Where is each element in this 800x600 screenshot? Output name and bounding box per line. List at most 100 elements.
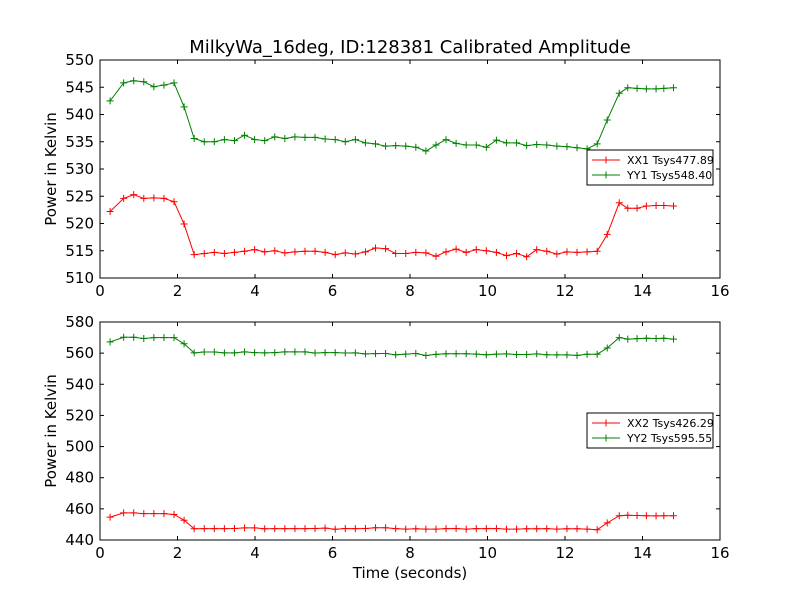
top-series-1-point bbox=[150, 83, 158, 91]
bottom-series-0-point bbox=[670, 512, 677, 520]
top-x-tick-label: 14 bbox=[633, 282, 652, 300]
bottom-series-0-point bbox=[220, 525, 228, 533]
bottom-series-1-point bbox=[573, 351, 581, 359]
top-series-0-point bbox=[150, 194, 158, 202]
top-series-1-point bbox=[472, 141, 480, 149]
bottom-series-1-point bbox=[241, 348, 249, 356]
top-series-0-point bbox=[533, 246, 541, 254]
top-series-0-point bbox=[210, 248, 218, 256]
bottom-legend: XX2 Tsys426.29 YY2 Tsys595.55 bbox=[586, 412, 714, 449]
top-series-1-point bbox=[180, 103, 188, 111]
top-y-tick-label: 525 bbox=[65, 187, 94, 205]
top-series-1-point bbox=[230, 137, 238, 145]
top-series-1-point bbox=[432, 141, 440, 149]
bottom-series-1-point bbox=[633, 335, 641, 343]
top-x-tick-label: 10 bbox=[478, 282, 497, 300]
bottom-series-1-point bbox=[150, 334, 158, 342]
bottom-series-0-point bbox=[563, 525, 571, 533]
top-series-1-point bbox=[251, 136, 259, 144]
top-series-1-point bbox=[190, 134, 198, 142]
top-series-1-point bbox=[200, 138, 208, 146]
top-series-1-point bbox=[563, 143, 571, 151]
top-series-0-point bbox=[543, 247, 551, 255]
bottom-series-0-point bbox=[553, 525, 561, 533]
top-series-0-point bbox=[523, 253, 531, 261]
bottom-series-1-point bbox=[271, 349, 279, 357]
bottom-series-0-point bbox=[372, 524, 380, 532]
top-series-1-point bbox=[220, 136, 228, 144]
bottom-series-0-point bbox=[472, 525, 480, 533]
bottom-series-0-point bbox=[106, 513, 114, 521]
bottom-plot: 0 2 4 6 8 10 12 14 16 440 460 480 500 520 540 560 580 XX2… bbox=[65, 313, 729, 562]
top-series-1-point bbox=[351, 136, 359, 144]
top-series-0-point bbox=[120, 194, 128, 202]
top-series-0-point bbox=[190, 251, 198, 259]
bottom-series-0-point bbox=[341, 524, 349, 532]
bottom-y-tick-label: 580 bbox=[65, 313, 94, 331]
top-series-1-point bbox=[513, 139, 521, 147]
bottom-series-0-point bbox=[160, 510, 168, 518]
top-series-1-point bbox=[106, 97, 114, 105]
bottom-series-0-point bbox=[392, 525, 400, 533]
bottom-series-1-point bbox=[402, 350, 410, 358]
bottom-series-0-point bbox=[130, 509, 138, 517]
top-series-0-point bbox=[462, 248, 470, 256]
top-series-1-point bbox=[543, 141, 551, 149]
bottom-y-tick-label: 460 bbox=[65, 500, 94, 518]
bottom-series-0-point bbox=[642, 512, 650, 520]
top-series-0-point bbox=[341, 249, 349, 257]
top-series-1-point bbox=[633, 84, 641, 92]
bottom-series-1-point bbox=[291, 348, 299, 356]
bottom-series-0-point bbox=[281, 525, 289, 533]
bottom-series-0-point bbox=[442, 525, 450, 533]
top-series-0-point bbox=[624, 204, 632, 212]
top-series-0-point bbox=[291, 248, 299, 256]
bottom-series-1-point bbox=[642, 334, 650, 342]
top-series-1-point bbox=[603, 116, 611, 124]
top-legend-marker bbox=[602, 156, 610, 164]
bottom-y-tick-label: 560 bbox=[65, 344, 94, 362]
top-x-tick-label: 6 bbox=[328, 282, 338, 300]
bottom-series-0-point bbox=[583, 525, 591, 533]
bottom-x-tick-label: 8 bbox=[405, 544, 415, 562]
bottom-series-0-point bbox=[523, 525, 531, 533]
top-series-1-point bbox=[341, 138, 349, 146]
top-series-1-point bbox=[523, 142, 531, 150]
bottom-x-tick-label: 10 bbox=[478, 544, 497, 562]
bottom-series-1-point bbox=[482, 351, 490, 359]
bottom-series-0-point bbox=[452, 524, 460, 532]
bottom-series-1-point bbox=[281, 348, 289, 356]
bottom-series-0-point bbox=[492, 524, 500, 532]
bottom-series-0-point bbox=[190, 525, 198, 533]
top-series-1-point bbox=[372, 140, 380, 148]
top-series-0-point bbox=[402, 249, 410, 257]
top-x-tick-label: 12 bbox=[555, 282, 574, 300]
bottom-series-0-point bbox=[261, 525, 269, 533]
top-series-0-point bbox=[180, 220, 188, 228]
top-x-tick-label: 16 bbox=[710, 282, 729, 300]
bottom-series-1-point bbox=[583, 350, 591, 358]
bottom-series-0 bbox=[106, 509, 677, 534]
top-series-0-point bbox=[642, 202, 650, 210]
top-series-0-point bbox=[106, 208, 114, 216]
bottom-series-1-point bbox=[361, 350, 369, 358]
bottom-series-1-point bbox=[432, 350, 440, 358]
bottom-series-1-point bbox=[452, 350, 460, 358]
top-series-1-point bbox=[422, 147, 430, 155]
bottom-x-tick-label: 16 bbox=[710, 544, 729, 562]
bottom-series-1-point bbox=[442, 350, 450, 358]
bottom-series-0-point bbox=[633, 512, 641, 520]
bottom-series-0-point bbox=[502, 525, 510, 533]
top-series-0-point bbox=[321, 248, 329, 256]
bottom-series-0-point bbox=[543, 525, 551, 533]
bottom-series-1-point bbox=[502, 350, 510, 358]
bottom-y-tick-label: 520 bbox=[65, 406, 94, 424]
bottom-series-1-point bbox=[200, 348, 208, 356]
bottom-series-0-point bbox=[533, 525, 541, 533]
top-series-1-point bbox=[120, 79, 128, 87]
top-series-1-point bbox=[311, 133, 319, 141]
bottom-x-tick-label: 0 bbox=[95, 544, 105, 562]
bottom-series-0-point bbox=[432, 525, 440, 533]
top-y-tick-label: 550 bbox=[65, 51, 94, 69]
bottom-series-0-point bbox=[311, 524, 319, 532]
